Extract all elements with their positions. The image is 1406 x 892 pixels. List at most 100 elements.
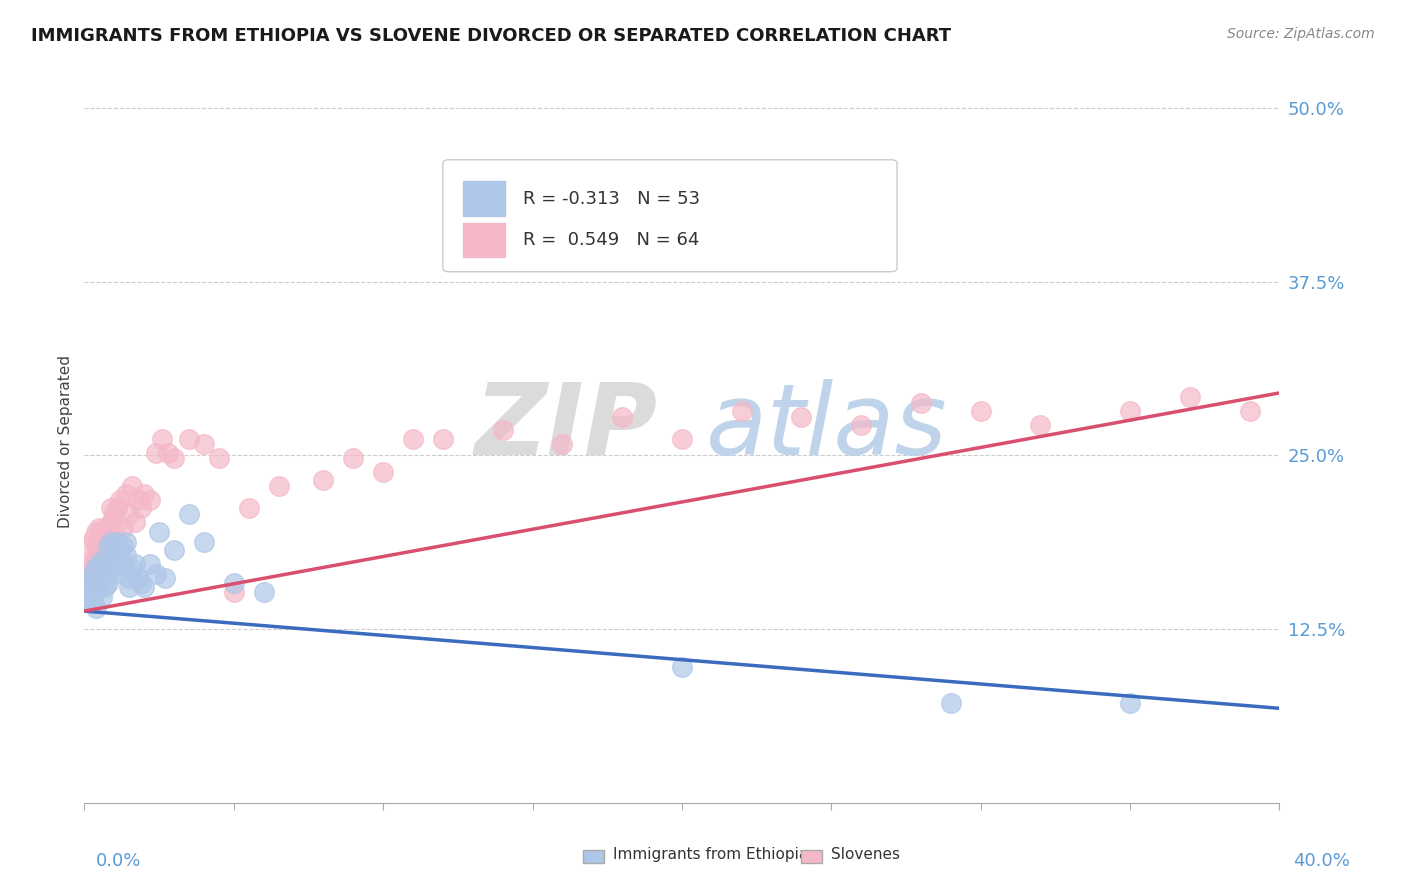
Point	[127, 492, 149, 507]
Point	[1178, 390, 1201, 404]
Point	[121, 562, 143, 576]
Point	[82, 532, 104, 546]
Point	[193, 437, 215, 451]
Point	[86, 581, 108, 595]
Point	[129, 576, 152, 591]
Point	[100, 534, 122, 549]
Text: IMMIGRANTS FROM ETHIOPIA VS SLOVENE DIVORCED OR SEPARATED CORRELATION CHART: IMMIGRANTS FROM ETHIOPIA VS SLOVENE DIVO…	[31, 27, 950, 45]
Point	[86, 552, 108, 566]
Point	[939, 696, 962, 710]
Point	[86, 559, 108, 574]
Text: atlas: atlas	[706, 378, 948, 475]
Point	[132, 487, 156, 501]
Point	[91, 552, 114, 566]
Point	[91, 542, 114, 557]
Point	[118, 507, 141, 521]
Point	[139, 492, 162, 507]
Text: Slovenes: Slovenes	[831, 847, 900, 862]
Point	[110, 492, 132, 507]
Point	[89, 521, 111, 535]
Point	[402, 432, 425, 446]
Point	[432, 432, 454, 446]
Point	[89, 559, 111, 574]
Point	[86, 524, 108, 539]
Point	[79, 539, 101, 553]
Point	[1239, 404, 1261, 418]
Point	[731, 404, 754, 418]
Point	[76, 559, 98, 574]
Point	[82, 552, 104, 566]
Point	[118, 581, 141, 595]
Point	[82, 571, 104, 585]
Point	[222, 584, 245, 599]
Point	[112, 557, 135, 571]
Point	[97, 539, 120, 553]
Point	[94, 581, 117, 595]
Point	[89, 557, 111, 571]
Point	[145, 445, 167, 459]
Point	[193, 534, 215, 549]
Point	[150, 432, 173, 446]
Point	[94, 571, 117, 585]
Point	[103, 549, 125, 563]
Point	[100, 515, 122, 529]
Point	[127, 571, 149, 585]
Point	[546, 219, 568, 234]
Point	[76, 576, 98, 591]
Point	[238, 501, 260, 516]
Point	[132, 581, 156, 595]
Point	[94, 542, 117, 557]
Text: 40.0%: 40.0%	[1294, 852, 1350, 870]
Point	[100, 557, 122, 571]
Point	[105, 501, 128, 516]
Text: ZIP: ZIP	[475, 378, 658, 475]
Point	[121, 479, 143, 493]
Point	[94, 521, 117, 535]
Point	[139, 557, 162, 571]
Point	[103, 566, 125, 581]
Point	[91, 524, 114, 539]
Point	[86, 539, 108, 553]
Point	[100, 501, 122, 516]
FancyBboxPatch shape	[443, 160, 897, 272]
Point	[105, 557, 128, 571]
Point	[79, 594, 101, 608]
Text: R =  0.549   N = 64: R = 0.549 N = 64	[523, 231, 699, 249]
Point	[100, 562, 122, 576]
Point	[94, 557, 117, 571]
Point	[124, 515, 146, 529]
Text: Immigrants from Ethiopia: Immigrants from Ethiopia	[613, 847, 808, 862]
Point	[103, 507, 125, 521]
Point	[153, 571, 176, 585]
Point	[177, 507, 200, 521]
Point	[112, 521, 135, 535]
Point	[89, 534, 111, 549]
Point	[129, 501, 152, 516]
Point	[851, 417, 873, 432]
Point	[110, 542, 132, 557]
Point	[76, 590, 98, 604]
Point	[105, 534, 128, 549]
Point	[79, 571, 101, 585]
Point	[94, 524, 117, 539]
Point	[115, 534, 138, 549]
Point	[373, 465, 395, 479]
Point	[163, 451, 186, 466]
Point	[1119, 696, 1142, 710]
Point	[342, 451, 364, 466]
Point	[97, 529, 120, 543]
Point	[145, 566, 167, 581]
Point	[76, 576, 98, 591]
Point	[1029, 417, 1052, 432]
Text: Source: ZipAtlas.com: Source: ZipAtlas.com	[1227, 27, 1375, 41]
Point	[97, 521, 120, 535]
Point	[91, 590, 114, 604]
Point	[970, 404, 993, 418]
Point	[312, 474, 335, 488]
Text: 0.0%: 0.0%	[96, 852, 141, 870]
Point	[157, 445, 180, 459]
Text: R = -0.313   N = 53: R = -0.313 N = 53	[523, 190, 700, 208]
Point	[110, 552, 132, 566]
Point	[89, 571, 111, 585]
Y-axis label: Divorced or Separated: Divorced or Separated	[58, 355, 73, 528]
